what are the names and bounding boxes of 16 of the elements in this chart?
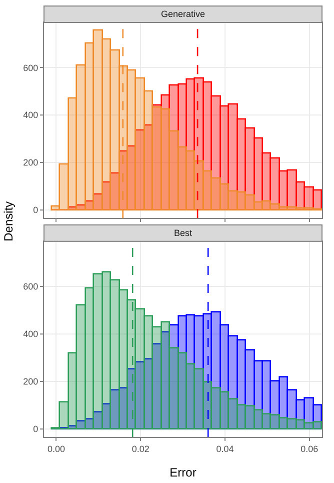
y-tick-label: 0: [33, 424, 38, 434]
chart-title: Best: [174, 228, 193, 238]
y-tick-label: 600: [23, 62, 38, 73]
y-tick-label: 600: [23, 282, 38, 292]
y-tick-label: 0: [33, 205, 38, 216]
y-tick-label: 200: [23, 376, 38, 387]
x-tick-label: 0.00: [47, 444, 65, 454]
chart-title: Generative: [161, 9, 206, 19]
x-tick-label: 0.02: [132, 444, 150, 454]
x-tick-label: 0.04: [216, 444, 234, 454]
y-axis-title: Density: [1, 201, 16, 242]
y-tick-label: 200: [23, 158, 38, 168]
x-axis-title: Error: [170, 466, 196, 480]
x-tick-label: 0.06: [300, 444, 318, 454]
y-tick-label: 400: [23, 110, 38, 120]
y-tick-label: 400: [23, 329, 38, 340]
